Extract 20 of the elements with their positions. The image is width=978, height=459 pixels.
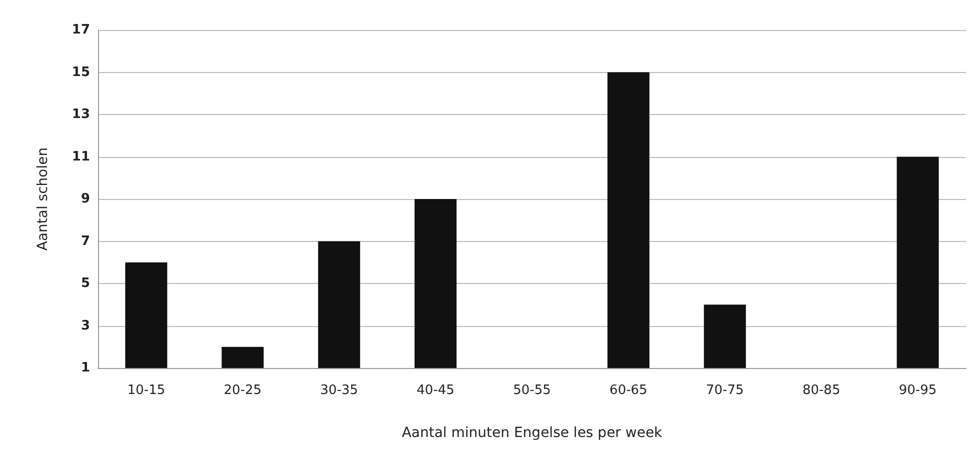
- y-tick-label: 7: [80, 234, 90, 249]
- y-tick-label: 17: [72, 22, 90, 38]
- x-tick-label: 10-15: [127, 383, 166, 398]
- y-tick-label: 15: [72, 64, 90, 80]
- x-tick-label: 60-65: [610, 383, 648, 398]
- x-tick-label: 80-85: [802, 383, 840, 398]
- x-tick-label: 50-55: [513, 383, 551, 398]
- x-tick-label: 90-95: [898, 383, 937, 398]
- x-tick-label: 20-25: [224, 383, 262, 398]
- y-axis-title: Aantal scholen: [35, 147, 51, 251]
- y-tick-label: 5: [80, 276, 90, 291]
- y-tick-label: 13: [72, 107, 90, 122]
- x-tick-label: 30-35: [320, 383, 358, 398]
- x-tick-label: 70-75: [706, 383, 744, 398]
- x-tick-label: 40-45: [416, 383, 454, 398]
- y-tick-label: 9: [80, 192, 90, 206]
- y-tick-label: 11: [72, 149, 90, 164]
- y-tick-label: 1: [80, 360, 90, 376]
- y-tick-label: 3: [80, 318, 90, 334]
- x-axis-title: Aantal minuten Engelse les per week: [402, 425, 664, 441]
